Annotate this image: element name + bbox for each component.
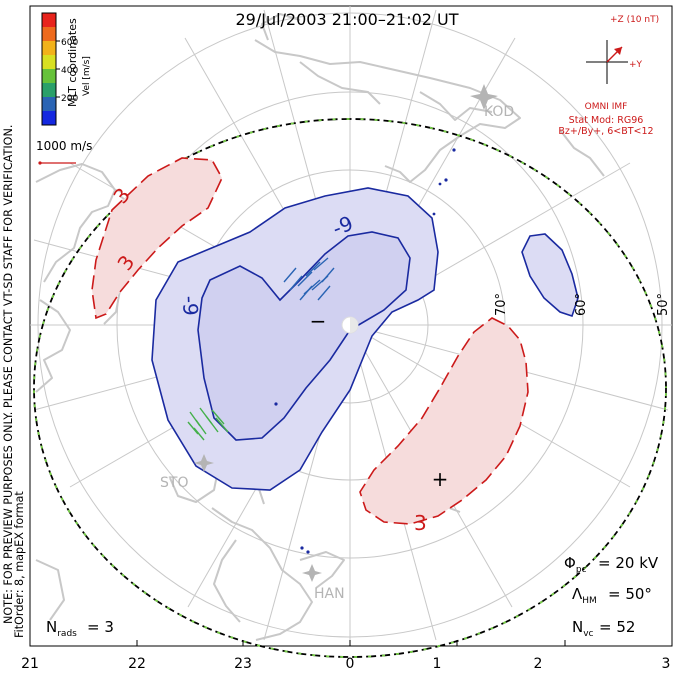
n-rads-symbol: Nrads xyxy=(46,618,77,639)
colorbar-band xyxy=(42,97,56,112)
latitude-label-50: 50° xyxy=(656,293,671,316)
mlt-tick-marks xyxy=(29,640,673,646)
colorbar-tick-400: 400 xyxy=(61,66,78,76)
plot-frame xyxy=(29,5,673,647)
imf-condition: Bz+/By+, 6<BT<12 xyxy=(558,126,653,137)
contour-label-pos-c: 3 xyxy=(414,511,427,535)
station-label-sto: STO xyxy=(160,475,188,491)
latitude-label-70: 70° xyxy=(494,293,509,316)
lambda-hm-value: = 50° xyxy=(608,585,652,603)
mlt-tick-3: 3 xyxy=(662,656,671,672)
mlt-tick-23: 23 xyxy=(234,656,252,672)
colorbar-band xyxy=(42,111,56,126)
imf-source: OMNI IMF xyxy=(585,102,628,112)
colorbar-band xyxy=(42,55,56,70)
mlt-tick-2: 2 xyxy=(534,656,543,672)
latitude-label-60: 60° xyxy=(574,293,589,316)
colorbar-band xyxy=(42,13,56,28)
colorbar-tick-200: 200 xyxy=(61,94,78,104)
colorbar-band xyxy=(42,69,56,84)
imf-z-label: +Z (10 nT) xyxy=(610,15,659,25)
scatter-vectors xyxy=(274,148,456,554)
phi-pc-value: = 20 kV xyxy=(598,554,659,572)
colorbar-title: Vel [m/s] xyxy=(82,56,92,96)
velocity-vectors-dawn xyxy=(283,257,335,301)
fit-order-label: FitOrder: 8, mapEX format xyxy=(13,491,26,638)
imf-y-label: +Y xyxy=(629,60,643,70)
mlt-tick-1: 1 xyxy=(433,656,442,672)
pole-marker-shade xyxy=(350,317,358,333)
imf-clock xyxy=(586,40,628,84)
station-label-kod: KOD xyxy=(484,104,514,120)
colorbar-band xyxy=(42,27,56,42)
positive-cell-main xyxy=(359,317,529,525)
positive-cell-upper xyxy=(91,157,223,320)
negative-cell-small xyxy=(521,233,579,318)
n-vc-symbol: Nvc xyxy=(572,618,594,639)
map-title: 29/Jul/2003 21:00–21:02 UT xyxy=(235,10,458,29)
mlt-tick-22: 22 xyxy=(128,656,146,672)
mlt-tick-21: 21 xyxy=(21,656,39,672)
imf-model: Stat Mod: RG96 xyxy=(569,115,644,126)
phi-pc-symbol: Φpc xyxy=(564,554,587,575)
colorbar-band xyxy=(42,41,56,56)
station-label-han: HAN xyxy=(314,586,345,602)
velocity-colorbar xyxy=(42,13,56,126)
velocity-vectors-green xyxy=(187,407,229,441)
potential-max-marker: + xyxy=(432,467,449,491)
n-rads-value: = 3 xyxy=(87,618,114,636)
preview-note: NOTE: FOR PREVIEW PURPOSES ONLY. PLEASE … xyxy=(2,125,15,624)
n-vc-value: = 52 xyxy=(599,618,635,636)
colorbar-tick-600: 600 xyxy=(61,38,78,48)
scale-vector-origin xyxy=(38,161,42,165)
scale-vector-label: 1000 m/s xyxy=(36,139,92,153)
coordinate-system-label: MLT coordinates xyxy=(66,18,79,107)
station-markers xyxy=(194,84,498,582)
lambda-hm-symbol: ΛHM xyxy=(572,585,597,606)
colorbar-ticks xyxy=(56,40,60,98)
mlt-tick-0: 0 xyxy=(346,656,355,672)
potential-min-marker: − xyxy=(310,309,327,333)
colorbar-band xyxy=(42,83,56,98)
convection-boundary-green xyxy=(33,118,667,658)
contour-label-neg-b: -9 xyxy=(178,295,203,316)
